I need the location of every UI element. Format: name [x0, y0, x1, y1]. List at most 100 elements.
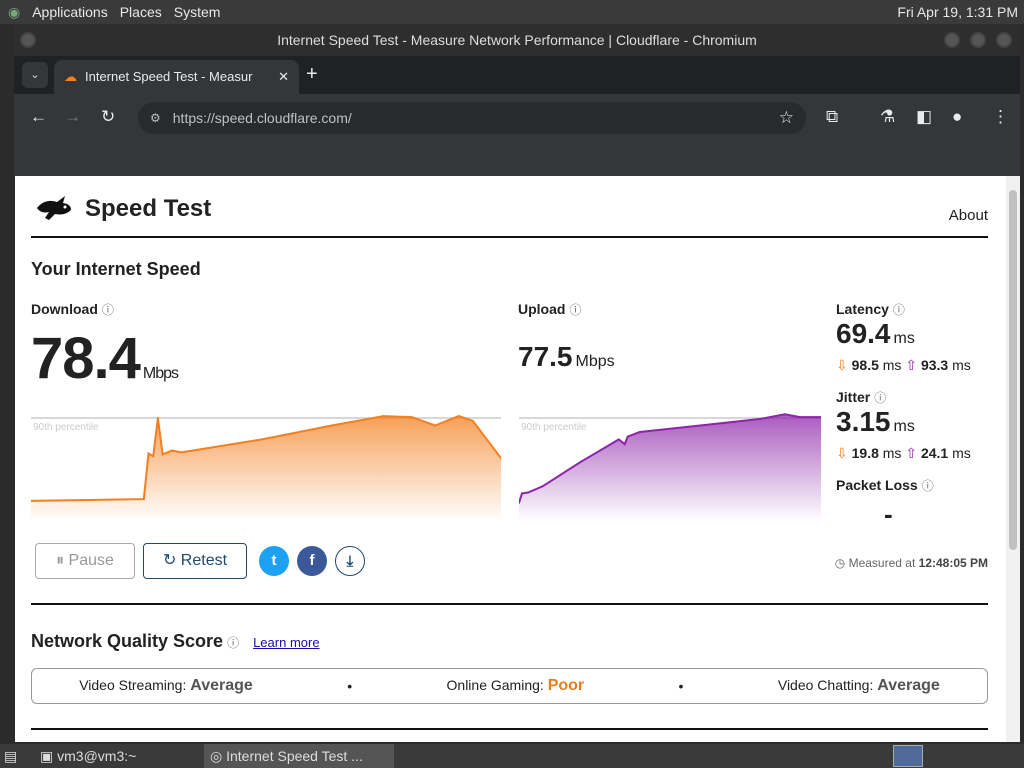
desktop-top-panel: ◉ Applications Places System Fri Apr 19,… — [0, 0, 1024, 24]
upload-point — [521, 492, 524, 495]
menu-places[interactable]: Places — [119, 4, 162, 20]
close-window-button[interactable] — [996, 32, 1012, 48]
download-label: Download ⓘ — [31, 301, 114, 317]
window-title: Internet Speed Test - Measure Network Pe… — [277, 32, 757, 48]
window-titlebar[interactable]: Internet Speed Test - Measure Network Pe… — [14, 24, 1020, 56]
maximize-button[interactable] — [970, 32, 986, 48]
menu-applications[interactable]: Applications — [32, 4, 108, 20]
page-scrollbar[interactable] — [1006, 176, 1020, 742]
upload-point — [542, 484, 545, 487]
download-line — [31, 415, 501, 502]
download-point — [260, 438, 263, 441]
download-point — [31, 499, 32, 502]
bookmark-star-icon[interactable]: ☆ — [778, 108, 794, 127]
menu-system[interactable]: System — [173, 4, 221, 20]
info-icon[interactable]: ⓘ — [101, 303, 114, 317]
close-tab-icon[interactable]: ✕ — [278, 69, 289, 84]
window-menu-button[interactable] — [20, 32, 36, 48]
download-point — [500, 457, 501, 460]
download-area — [31, 416, 501, 521]
extensions-icon[interactable]: ⧉ — [826, 107, 839, 126]
upload-line — [519, 413, 821, 504]
rabbit-logo-icon — [37, 196, 71, 220]
nq-title: Network Quality Score ⓘ — [31, 631, 240, 651]
taskbar-terminal[interactable]: ▣ vm3@vm3:~ — [40, 748, 137, 764]
download-results-icon[interactable]: ⤓ — [335, 546, 365, 576]
nq-video-chatting: Video Chatting: Average — [777, 677, 940, 694]
site-info-icon[interactable]: ⚙ — [150, 111, 161, 125]
download-point — [471, 419, 474, 422]
retest-icon: ↻ — [162, 552, 177, 569]
download-point — [410, 416, 413, 419]
percentile-label: 90th percentile — [33, 422, 99, 433]
about-link[interactable]: About — [948, 207, 988, 224]
menu-kebab-icon[interactable]: ⋮ — [992, 107, 1009, 126]
metrics-column: Latency ⓘ 69.4 ms ⇩ 98.5 ms ⇧ 93.3 ms Jitt… — [836, 300, 1001, 529]
minimize-button[interactable] — [944, 32, 960, 48]
cloudflare-favicon-icon: ☁ — [64, 69, 77, 84]
upload-point — [820, 416, 821, 419]
browser-toolbar: ← → ↻ ⚙ https://speed.cloudflare.com/ ☆ … — [14, 94, 1020, 176]
upload-point — [638, 431, 641, 434]
upload-point — [623, 443, 626, 446]
section-title: Your Internet Speed — [31, 259, 201, 279]
separator-dot: • — [347, 678, 353, 694]
pause-button[interactable]: ⏸ Pause — [35, 543, 135, 579]
measured-at: ◷ Measured at 12:48:05 PM — [834, 556, 988, 570]
url-text: https://speed.cloudflare.com/ — [172, 110, 352, 126]
facebook-share-icon[interactable]: f — [297, 546, 327, 576]
info-icon[interactable]: ⓘ — [892, 303, 905, 317]
taskbar-chromium[interactable]: ◎ Internet Speed Test ... — [204, 744, 394, 768]
download-block: Download ⓘ 78.4 Mbps — [31, 300, 179, 406]
upload-area — [519, 414, 821, 521]
download-point — [142, 498, 145, 501]
download-point — [457, 415, 460, 418]
tab-strip: ⌄ ☁ Internet Speed Test - Measur ✕ + — [14, 56, 1020, 94]
taskbar: ▤ ▣ vm3@vm3:~ ◎ Internet Speed Test ... — [0, 744, 1024, 768]
info-icon[interactable]: ⓘ — [227, 636, 240, 650]
info-icon[interactable]: ⓘ — [569, 303, 582, 317]
packet-loss-value: - — [884, 499, 893, 529]
retest-button[interactable]: ↻ Retest — [143, 543, 247, 579]
jitter-value: 3.15 ms — [836, 406, 915, 437]
nq-video-streaming: Video Streaming: Average — [79, 677, 253, 694]
tab-speed-test[interactable]: ☁ Internet Speed Test - Measur ✕ — [54, 60, 299, 94]
upload-point — [519, 501, 520, 504]
latency-details: ⇩ 98.5 ms ⇧ 93.3 ms — [836, 357, 971, 373]
show-desktop-icon[interactable]: ▤ — [4, 748, 18, 764]
workspace-switcher-icon[interactable] — [893, 745, 923, 767]
download-point — [171, 449, 173, 452]
download-point — [152, 455, 155, 458]
address-bar[interactable]: ⚙ https://speed.cloudflare.com/ ☆ — [138, 102, 806, 134]
upload-point — [798, 416, 801, 419]
jitter-label: Jitter ⓘ — [836, 389, 887, 405]
upload-point — [626, 435, 629, 438]
upload-point — [527, 491, 530, 494]
nq-online-gaming: Online Gaming: Poor — [446, 677, 585, 694]
new-tab-button[interactable]: + — [306, 63, 318, 85]
forward-icon[interactable]: → — [64, 107, 81, 126]
scrollbar-thumb[interactable] — [1009, 190, 1017, 550]
info-icon[interactable]: ⓘ — [874, 391, 887, 405]
percentile-label: 90th percentile — [521, 422, 587, 433]
latency-value: 69.4 ms — [836, 318, 915, 349]
download-point — [147, 452, 150, 455]
divider — [31, 728, 988, 730]
download-point — [156, 417, 159, 419]
clock-icon: ◷ — [834, 556, 846, 570]
tab-search-button[interactable]: ⌄ — [22, 62, 48, 88]
learn-more-link[interactable]: Learn more — [253, 635, 320, 650]
reload-icon[interactable]: ↻ — [101, 107, 116, 126]
divider — [31, 236, 988, 238]
twitter-share-icon[interactable]: t — [259, 546, 289, 576]
download-value: 78.4 Mbps — [31, 326, 179, 391]
info-icon[interactable]: ⓘ — [921, 479, 934, 493]
clock[interactable]: Fri Apr 19, 1:31 PM — [897, 4, 1018, 20]
download-chart: 90th percentile — [31, 415, 501, 521]
profile-icon[interactable]: ● — [952, 107, 963, 126]
side-panel-icon[interactable]: ◧ — [916, 107, 933, 126]
labs-flask-icon[interactable]: ⚗ — [880, 107, 896, 126]
separator-dot: • — [678, 678, 684, 694]
tab-title: Internet Speed Test - Measur — [85, 69, 253, 84]
back-icon[interactable]: ← — [30, 107, 47, 126]
